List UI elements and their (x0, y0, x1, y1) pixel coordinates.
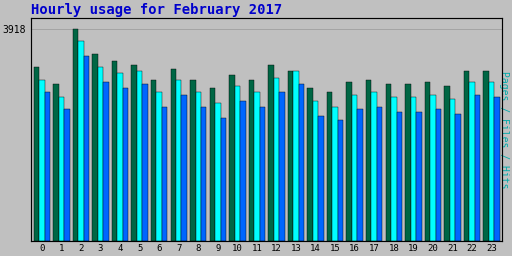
Bar (424, 82, 430, 241)
Bar (229, 76, 234, 241)
Bar (39, 80, 45, 241)
Bar (176, 80, 181, 241)
Bar (450, 99, 455, 241)
Bar (299, 84, 304, 241)
Bar (327, 92, 332, 241)
Bar (59, 97, 64, 241)
Bar (332, 107, 338, 241)
Bar (137, 71, 142, 241)
Bar (436, 110, 441, 241)
Bar (411, 97, 416, 241)
Bar (98, 67, 103, 241)
Bar (73, 29, 78, 241)
Bar (416, 112, 421, 241)
Bar (372, 92, 377, 241)
Bar (240, 101, 246, 241)
Bar (142, 84, 148, 241)
Bar (209, 88, 215, 241)
Bar (53, 84, 59, 241)
Bar (123, 88, 129, 241)
Bar (318, 116, 324, 241)
Bar (377, 107, 382, 241)
Bar (366, 80, 372, 241)
Bar (396, 112, 402, 241)
Bar (117, 73, 123, 241)
Bar (196, 92, 201, 241)
Bar (444, 86, 450, 241)
Bar (391, 97, 396, 241)
Bar (430, 94, 436, 241)
Bar (84, 56, 89, 241)
Bar (190, 80, 196, 241)
Bar (181, 94, 187, 241)
Bar (405, 84, 411, 241)
Bar (347, 82, 352, 241)
Bar (157, 92, 162, 241)
Bar (112, 60, 117, 241)
Bar (260, 107, 265, 241)
Bar (494, 97, 500, 241)
Bar (34, 67, 39, 241)
Bar (92, 54, 98, 241)
Bar (78, 41, 84, 241)
Bar (221, 118, 226, 241)
Bar (352, 94, 357, 241)
Bar (215, 103, 221, 241)
Y-axis label: Pages / Files / Hits: Pages / Files / Hits (499, 71, 509, 188)
Bar (254, 92, 260, 241)
Bar (170, 69, 176, 241)
Bar (489, 82, 494, 241)
Bar (234, 86, 240, 241)
Bar (293, 71, 299, 241)
Bar (132, 65, 137, 241)
Bar (307, 88, 313, 241)
Bar (64, 110, 70, 241)
Bar (464, 71, 469, 241)
Bar (201, 107, 206, 241)
Bar (279, 92, 285, 241)
Bar (288, 71, 293, 241)
Bar (268, 65, 274, 241)
Bar (313, 101, 318, 241)
Bar (469, 82, 475, 241)
Bar (386, 84, 391, 241)
Bar (483, 71, 489, 241)
Bar (475, 94, 480, 241)
Bar (249, 80, 254, 241)
Bar (151, 80, 157, 241)
Bar (455, 114, 461, 241)
Text: Hourly usage for February 2017: Hourly usage for February 2017 (31, 3, 283, 17)
Bar (162, 107, 167, 241)
Bar (103, 82, 109, 241)
Bar (357, 110, 363, 241)
Bar (338, 120, 344, 241)
Bar (45, 92, 50, 241)
Bar (274, 78, 279, 241)
